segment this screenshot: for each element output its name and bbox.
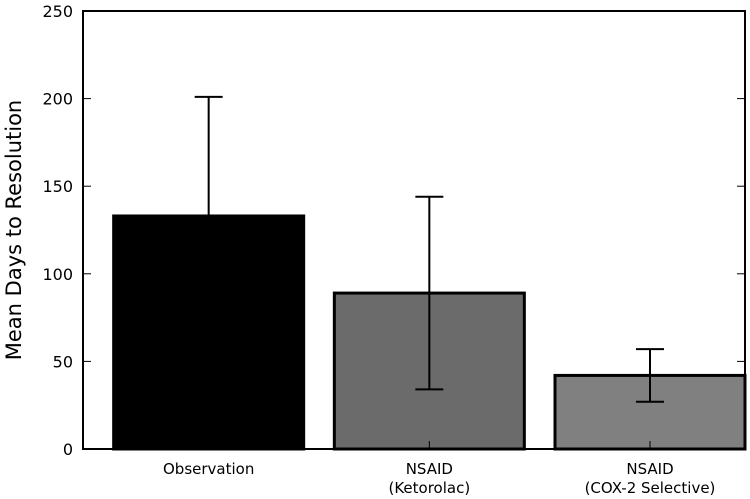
x-tick-label-line: NSAID [626,460,673,478]
x-tick-label-2: NSAID (Ketorolac) [388,460,470,497]
y-axis: 0 50 100 150 200 250 [42,2,745,459]
x-tick-label-1: Observation [163,460,254,478]
x-tick-label-line: (Ketorolac) [388,479,470,497]
bar-1 [112,214,306,451]
y-tick-label: 0 [63,440,73,459]
y-tick-label: 150 [42,177,73,196]
x-tick-label-line: (COX-2 Selective) [585,479,716,497]
x-tick-label-3: NSAID (COX-2 Selective) [585,460,716,497]
x-axis: Observation NSAID (Ketorolac)NSAID (COX-2 S… [163,441,715,497]
y-tick-label: 250 [42,2,73,21]
y-tick-label: 100 [42,265,73,284]
y-tick-label: 50 [53,352,73,371]
error-bars-layer [194,95,664,403]
x-tick-label-line: NSAID [406,460,453,478]
x-tick-label-line: Observation [163,460,254,478]
plot-frame [82,10,746,450]
y-tick-label: 200 [42,90,73,109]
y-axis-title: Mean Days to Resolution [2,100,26,360]
